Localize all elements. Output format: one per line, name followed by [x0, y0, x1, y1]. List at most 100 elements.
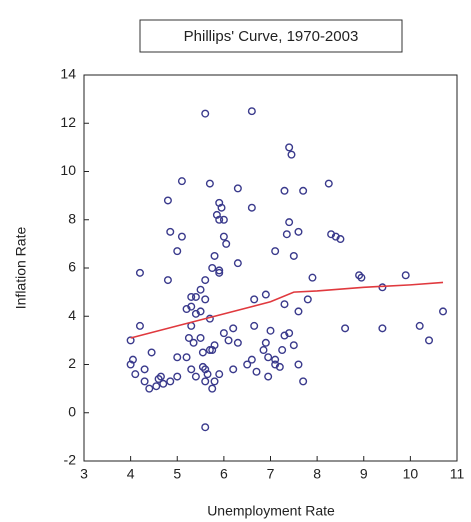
scatter-point	[182, 353, 191, 362]
scatter-point	[280, 300, 289, 309]
x-tick-label: 4	[127, 466, 135, 482]
scatter-point	[271, 247, 280, 256]
x-tick-label: 11	[450, 466, 465, 482]
scatter-point	[229, 324, 238, 333]
scatter-point	[308, 273, 317, 282]
x-tick-label: 5	[173, 466, 181, 482]
scatter-point	[401, 271, 410, 280]
scatter-point	[357, 273, 366, 282]
scatter-point	[229, 365, 238, 374]
x-tick-label: 10	[403, 466, 419, 482]
scatter-point	[336, 235, 345, 244]
scatter-point	[201, 423, 210, 432]
x-tick-label: 7	[267, 466, 275, 482]
scatter-point	[285, 329, 294, 338]
scatter-point	[159, 379, 168, 388]
scatter-point	[201, 377, 210, 386]
scatter-point	[152, 382, 161, 391]
scatter-point	[210, 377, 219, 386]
scatter-point	[126, 336, 135, 345]
scatter-point	[219, 232, 228, 241]
scatter-point	[196, 285, 205, 294]
scatter-point	[198, 362, 207, 371]
scatter-point	[208, 346, 217, 355]
scatter-point	[173, 353, 182, 362]
scatter-point	[205, 179, 214, 188]
scatter-point	[439, 307, 448, 316]
scatter-point	[285, 143, 294, 152]
scatter-point	[126, 360, 135, 369]
scatter-point	[425, 336, 434, 345]
scatter-point	[191, 292, 200, 301]
scatter-point	[233, 184, 242, 193]
scatter-point	[191, 309, 200, 318]
scatter-point	[247, 355, 256, 364]
title-box	[139, 19, 403, 53]
scatter-point	[282, 230, 291, 239]
scatter-point	[210, 251, 219, 260]
scatter-point	[173, 247, 182, 256]
scatter-point	[324, 179, 333, 188]
scatter-point	[163, 276, 172, 285]
scatter-point	[147, 348, 156, 357]
scatter-point	[294, 307, 303, 316]
scatter-point	[294, 360, 303, 369]
scatter-point	[205, 346, 214, 355]
scatter-point	[224, 336, 233, 345]
scatter-point	[217, 203, 226, 212]
scatter-point	[208, 384, 217, 393]
scatter-point	[275, 362, 284, 371]
scatter-point	[299, 377, 308, 386]
scatter-point	[250, 321, 259, 330]
scatter-point	[303, 295, 312, 304]
scatter-point	[187, 292, 196, 301]
y-tick-label: 0	[68, 403, 76, 419]
scatter-point	[177, 177, 186, 186]
y-tick-label: 12	[60, 114, 76, 130]
scatter-point	[278, 346, 287, 355]
scatter-point	[219, 215, 228, 224]
scatter-point	[222, 239, 231, 248]
y-tick-label: 8	[68, 210, 76, 226]
y-axis-label: Inflation Rate	[13, 227, 29, 310]
scatter-point	[177, 232, 186, 241]
scatter-point	[201, 276, 210, 285]
x-tick-label: 3	[80, 466, 88, 482]
scatter-point	[252, 367, 261, 376]
scatter-point	[131, 370, 140, 379]
scatter-point	[285, 218, 294, 227]
scatter-point	[341, 324, 350, 333]
scatter-point	[166, 227, 175, 236]
scatter-point	[191, 372, 200, 381]
y-tick-label: 10	[60, 162, 76, 178]
chart-title: Phillips' Curve, 1970-2003	[184, 28, 359, 45]
scatter-point	[233, 259, 242, 268]
scatter-point	[233, 338, 242, 347]
x-tick-label: 6	[220, 466, 228, 482]
scatter-point	[215, 266, 224, 275]
y-tick-label: -2	[64, 452, 77, 468]
scatter-point	[140, 365, 149, 374]
scatter-point	[289, 251, 298, 260]
scatter-point	[219, 329, 228, 338]
scatter-point	[145, 384, 154, 393]
scatter-point	[187, 365, 196, 374]
x-tick-label: 9	[360, 466, 368, 482]
scatter-point	[163, 196, 172, 205]
scatter-point	[415, 321, 424, 330]
scatter-point	[208, 264, 217, 273]
scatter-point	[201, 295, 210, 304]
scatter-point	[156, 372, 165, 381]
scatter-point	[166, 377, 175, 386]
scatter-point	[173, 372, 182, 381]
scatter-point	[355, 271, 364, 280]
scatter-point	[287, 150, 296, 159]
scatter-point	[140, 377, 149, 386]
scatter-point	[264, 353, 273, 362]
scatter-point	[289, 341, 298, 350]
scatter-point	[299, 186, 308, 195]
scatter-point	[378, 324, 387, 333]
scatter-point	[247, 107, 256, 116]
scatter-point	[261, 338, 270, 347]
